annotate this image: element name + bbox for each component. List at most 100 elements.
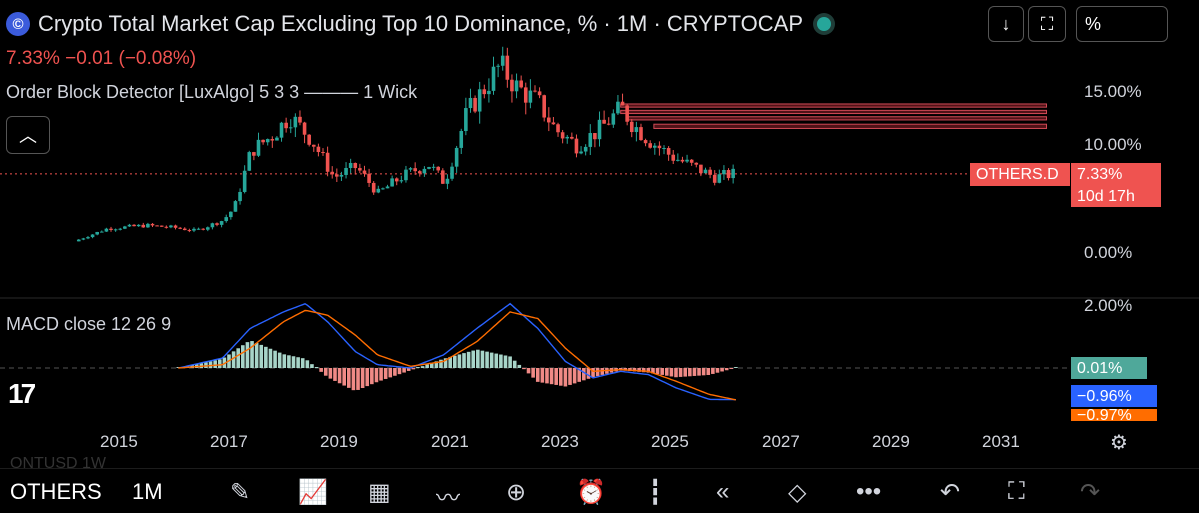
layouts-icon[interactable]: ▦ (368, 479, 391, 506)
candles-icon[interactable]: ┇ (648, 479, 663, 506)
candle-body (685, 159, 689, 162)
candle-body (602, 119, 606, 124)
candle-body (146, 223, 150, 228)
macd-histogram-bar (655, 368, 660, 375)
x-axis-label: 2017 (210, 432, 248, 451)
macd-histogram-bar (706, 368, 711, 375)
order-block-zone (653, 123, 1048, 129)
candle-body (574, 138, 579, 154)
macd-histogram-bar (448, 356, 452, 368)
layers-icon[interactable]: ◇ (788, 479, 807, 506)
candle-body (454, 147, 459, 167)
candle-body (588, 133, 593, 147)
candle-body (270, 139, 275, 141)
candle-body (242, 170, 247, 192)
macd-histogram-bar (462, 353, 466, 368)
macd-histogram-bar (250, 341, 254, 368)
candle-body (726, 170, 731, 179)
candle-body (694, 162, 699, 165)
timeframe-button[interactable]: 1M (132, 479, 163, 504)
macd-signal-line (178, 309, 737, 401)
gear-icon[interactable]: ⚙ (1110, 432, 1128, 454)
candle-body (510, 79, 514, 92)
replay-icon[interactable]: « (716, 478, 730, 505)
scale-mode-button[interactable]: % (1076, 6, 1168, 42)
macd-histogram-bar (646, 368, 651, 373)
indicator-legend[interactable]: Order Block Detector [LuxAlgo] 5 3 3 ———… (6, 82, 418, 102)
candle-body (385, 186, 390, 189)
candle-body (76, 239, 81, 242)
indicators-icon[interactable]: 📈 (298, 479, 328, 506)
symbol-tag: OTHERS.D (970, 163, 1070, 186)
macd-histogram-bar (494, 353, 499, 368)
fullscreen-icon: ⛶ (1040, 13, 1054, 34)
background-symbol-text: QNTUSD 1W (10, 455, 106, 472)
candle-body (597, 119, 602, 140)
candle-body (118, 228, 123, 230)
y-axis-label: 0.00% (1084, 243, 1133, 262)
alarm-icon[interactable]: ⏰ (576, 479, 606, 506)
candle-body (482, 89, 487, 95)
candle-body (528, 90, 533, 103)
candle-body (514, 80, 519, 92)
candle-body (523, 87, 528, 103)
macd-histogram-bar (568, 368, 572, 385)
macd-histogram-bar (236, 348, 241, 368)
order-block-zone (625, 116, 1048, 121)
candle-body (155, 225, 159, 227)
candle-body (537, 91, 542, 96)
fullscreen-toggle-icon[interactable]: ⛶ (1008, 478, 1025, 505)
fullscreen-button[interactable]: ⛶ (1028, 6, 1066, 42)
redo-icon[interactable]: ↷ (1080, 479, 1101, 506)
download-button[interactable]: ↓ (988, 6, 1024, 42)
macd-histogram-bar (678, 368, 683, 377)
candle-body (187, 230, 192, 232)
macd-histogram-bar (489, 352, 494, 368)
macd-histogram-bar (591, 368, 595, 378)
symbol-button[interactable]: OTHERS (10, 479, 102, 504)
more-icon[interactable]: ••• (856, 478, 882, 505)
x-axis-label: 2015 (100, 432, 138, 451)
macd-histogram-bar (254, 342, 259, 368)
macd-histogram-bar (586, 368, 591, 379)
macd-histogram-bar (342, 368, 346, 386)
macd-histogram-bar (291, 356, 296, 368)
candle-body (560, 132, 565, 139)
chart-title[interactable]: Crypto Total Market Cap Excluding Top 10… (38, 11, 804, 36)
candle-body (371, 182, 376, 193)
drawing-tools-icon[interactable]: 〰 (436, 485, 460, 512)
undo-icon[interactable]: ↶ (940, 479, 961, 506)
macd-histogram-bar (563, 368, 568, 387)
tradingview-logo[interactable]: 17 (8, 378, 36, 409)
macd-histogram-bar (406, 368, 411, 371)
macd-histogram-bar (411, 368, 416, 370)
candle-body (205, 227, 210, 230)
pencil-icon[interactable]: ✎ (230, 479, 251, 506)
macd-histogram-bar (393, 368, 397, 376)
candle-body (703, 169, 708, 174)
crosshair-add-icon[interactable]: ⊕ (506, 479, 527, 506)
candle-body (639, 127, 643, 141)
market-status-dot-icon[interactable] (817, 17, 832, 31)
macd-histogram-bar (222, 357, 227, 368)
candle-body (712, 174, 717, 183)
candle-body (629, 121, 634, 133)
candle-body (689, 159, 694, 163)
collapse-legend-button[interactable]: ︿ (6, 116, 50, 154)
candle-body (611, 113, 616, 125)
macd-histogram-bar (310, 364, 314, 368)
candle-body (348, 162, 353, 168)
macd-histogram-bar (572, 368, 577, 384)
candle-body (556, 124, 560, 133)
x-axis-label: 2031 (982, 432, 1020, 451)
candle-body (376, 188, 381, 193)
candle-body (533, 90, 537, 92)
candle-body (353, 162, 358, 169)
macd-legend[interactable]: MACD close 12 26 9 (6, 314, 172, 334)
candle-body (159, 225, 164, 227)
macd-histogram-bar (554, 368, 558, 385)
candle-body (233, 201, 238, 212)
candle-body (657, 145, 662, 149)
